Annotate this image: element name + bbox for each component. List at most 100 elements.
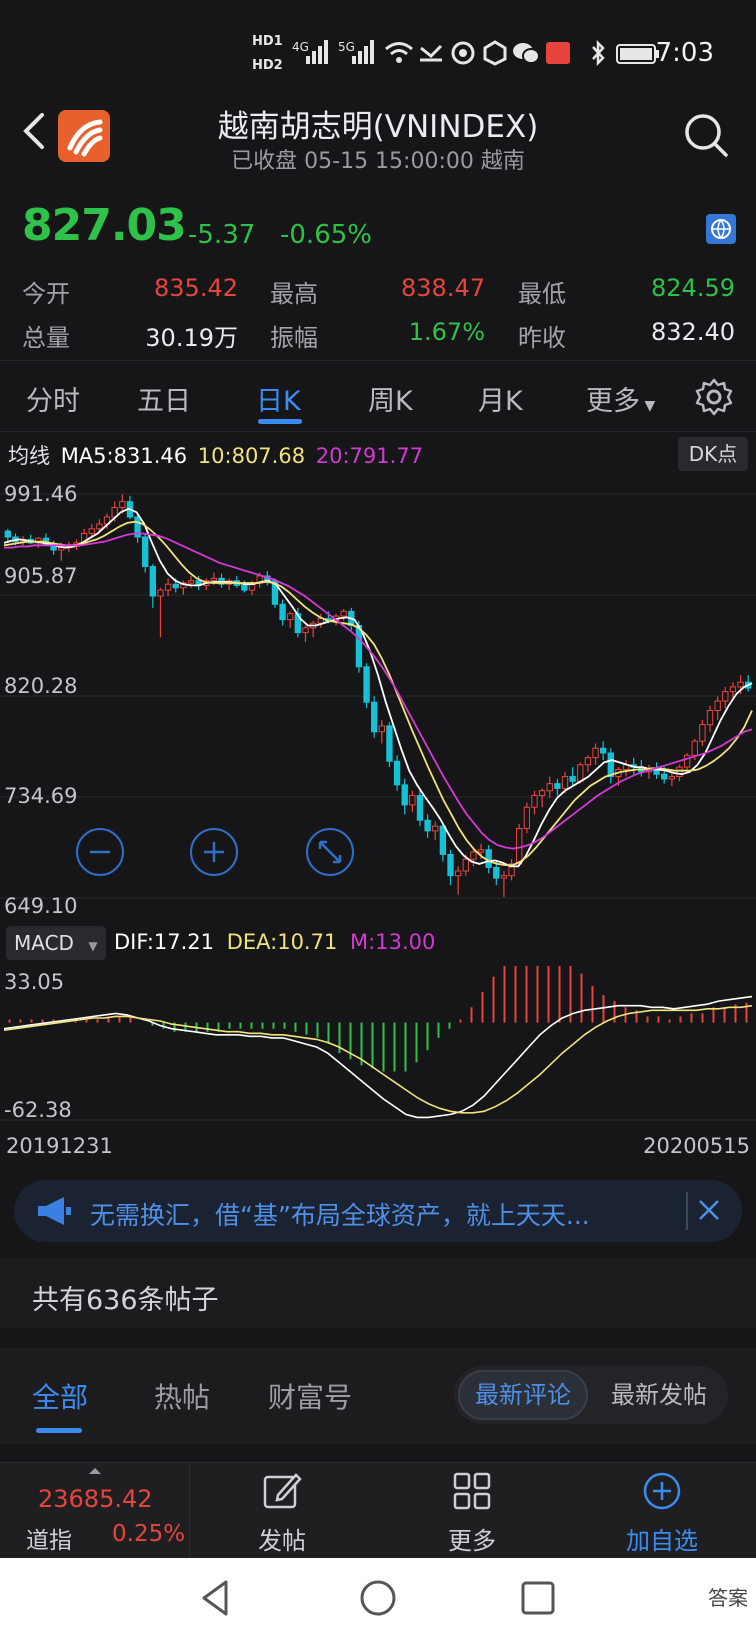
period-tabs: 分时 五日 日K 周K 月K 更多 ▼ xyxy=(0,360,756,432)
back-icon[interactable] xyxy=(16,111,52,151)
ad-close-button[interactable] xyxy=(686,1192,724,1230)
low-label: 最低 xyxy=(518,280,566,308)
candle xyxy=(416,788,424,827)
candle xyxy=(668,771,676,787)
battery-icon xyxy=(616,44,659,64)
candle xyxy=(309,620,317,638)
candle xyxy=(134,513,141,543)
settings-gear-icon[interactable] xyxy=(694,377,734,417)
candle xyxy=(531,790,538,815)
ticker-name: 道指 xyxy=(26,1528,72,1554)
candle xyxy=(157,587,164,638)
price-change-percent: -0.65% xyxy=(280,220,372,250)
candle xyxy=(424,814,431,838)
tab-five-day[interactable]: 五日 xyxy=(137,386,191,417)
macd-header: MACD ▼ DIF:17.21 DEA:10.71 M:13.00 xyxy=(0,924,756,964)
volume-value: 30.19万 xyxy=(145,324,238,352)
candle xyxy=(126,495,134,520)
candle xyxy=(722,686,729,709)
dk-point-button[interactable]: DK点 xyxy=(678,437,748,471)
candle xyxy=(584,755,592,772)
tab-wealth-posts[interactable]: 财富号 xyxy=(268,1381,353,1414)
app-logo xyxy=(58,110,110,162)
post-tabs: 全部 热帖 财富号 最新评论 最新发帖 xyxy=(0,1348,756,1444)
candle xyxy=(386,722,393,768)
signal-1-icon xyxy=(306,40,328,64)
candle xyxy=(88,524,95,538)
macd-chart[interactable] xyxy=(0,966,756,1124)
ma20-line xyxy=(4,532,753,850)
expand-icon xyxy=(318,840,342,864)
watermark: 答案 xyxy=(708,1586,748,1610)
zoom-out-button[interactable] xyxy=(76,828,124,876)
candle xyxy=(546,776,553,798)
nav-home-icon[interactable] xyxy=(356,1576,400,1620)
candle xyxy=(683,752,691,772)
indicator-select-label: MACD xyxy=(14,931,74,955)
wifi-icon xyxy=(385,42,413,63)
grid-icon xyxy=(453,1472,491,1510)
candle xyxy=(607,748,614,784)
prev-close-value: 832.40 xyxy=(651,318,735,346)
indicator-select[interactable]: MACD ▼ xyxy=(6,926,106,960)
post-button-label: 发帖 xyxy=(258,1527,306,1555)
active-tab-indicator xyxy=(258,419,302,424)
sort-latest-post[interactable]: 最新发帖 xyxy=(611,1381,707,1409)
tab-intraday[interactable]: 分时 xyxy=(26,386,80,417)
candle xyxy=(393,755,401,791)
tab-hot-posts[interactable]: 热帖 xyxy=(154,1381,211,1414)
search-icon[interactable] xyxy=(682,111,730,159)
candle xyxy=(432,821,439,841)
hd2-icon: HD2 xyxy=(252,58,283,73)
candle xyxy=(164,578,172,597)
close-icon xyxy=(699,1200,719,1220)
ma10-line xyxy=(3,520,753,866)
nav-back-icon[interactable] xyxy=(194,1576,238,1620)
market-status: 已收盘 05-15 15:00:00 越南 xyxy=(231,149,525,174)
tab-all-posts[interactable]: 全部 xyxy=(32,1381,89,1414)
add-watchlist-button[interactable]: 加自选 xyxy=(602,1463,722,1559)
candle xyxy=(470,849,477,867)
status-time: 7:03 xyxy=(655,38,714,68)
ad-text: 无需换汇，借“基”布局全球资产，就上天天... xyxy=(90,1201,590,1230)
more-button[interactable]: 更多 xyxy=(412,1463,532,1559)
fullscreen-button[interactable] xyxy=(306,828,354,876)
header: 越南胡志明(VNINDEX) 已收盘 05-15 15:00:00 越南 xyxy=(0,95,756,185)
tab-more-label: 更多 xyxy=(586,386,640,417)
caret-up-icon xyxy=(89,1468,101,1474)
tab-weekly-k[interactable]: 周K xyxy=(368,386,413,417)
sort-latest-comment[interactable]: 最新评论 xyxy=(458,1370,588,1420)
y-tick-label: 649.10 xyxy=(4,894,78,918)
add-watchlist-label: 加自选 xyxy=(626,1527,698,1555)
ma5-line xyxy=(3,507,753,868)
macd-values: DIF:17.21 DEA:10.71 M:13.00 xyxy=(114,930,435,954)
candle xyxy=(500,870,508,897)
ma-label: 均线 xyxy=(8,444,50,468)
zoom-in-button[interactable] xyxy=(190,828,238,876)
tab-daily-k[interactable]: 日K xyxy=(256,386,301,417)
candle xyxy=(706,705,714,732)
eastmoney-logo-icon xyxy=(67,119,103,157)
post-button[interactable]: 发帖 xyxy=(222,1463,342,1559)
system-nav-bar: 答案 xyxy=(0,1558,756,1638)
candle xyxy=(599,741,607,761)
index-ticker[interactable]: 23685.42 道指 0.25% xyxy=(0,1463,190,1559)
sort-toggle: 最新评论 最新发帖 xyxy=(454,1366,728,1424)
candle xyxy=(378,719,385,744)
tab-monthly-k[interactable]: 月K xyxy=(478,386,523,417)
macd-y-tick-label: -62.38 xyxy=(4,1098,72,1122)
dif-line xyxy=(3,995,753,1119)
candlestick-chart[interactable] xyxy=(0,476,756,920)
candle xyxy=(439,823,447,862)
candle xyxy=(714,696,721,720)
nav-recents-icon[interactable] xyxy=(516,1576,560,1620)
ma5-value: MA5:831.46 xyxy=(60,444,188,468)
globe-icon[interactable] xyxy=(706,214,736,244)
signal-2-icon xyxy=(352,40,374,64)
y-tick-label: 991.46 xyxy=(4,482,78,506)
ad-banner[interactable]: 无需换汇，借“基”布局全球资产，就上天天... xyxy=(14,1180,742,1242)
tab-more[interactable]: 更多 ▼ xyxy=(586,379,655,418)
x-end-date: 20200515 xyxy=(643,1134,750,1158)
candle xyxy=(279,599,286,626)
dropdown-icon: ▼ xyxy=(640,398,656,414)
